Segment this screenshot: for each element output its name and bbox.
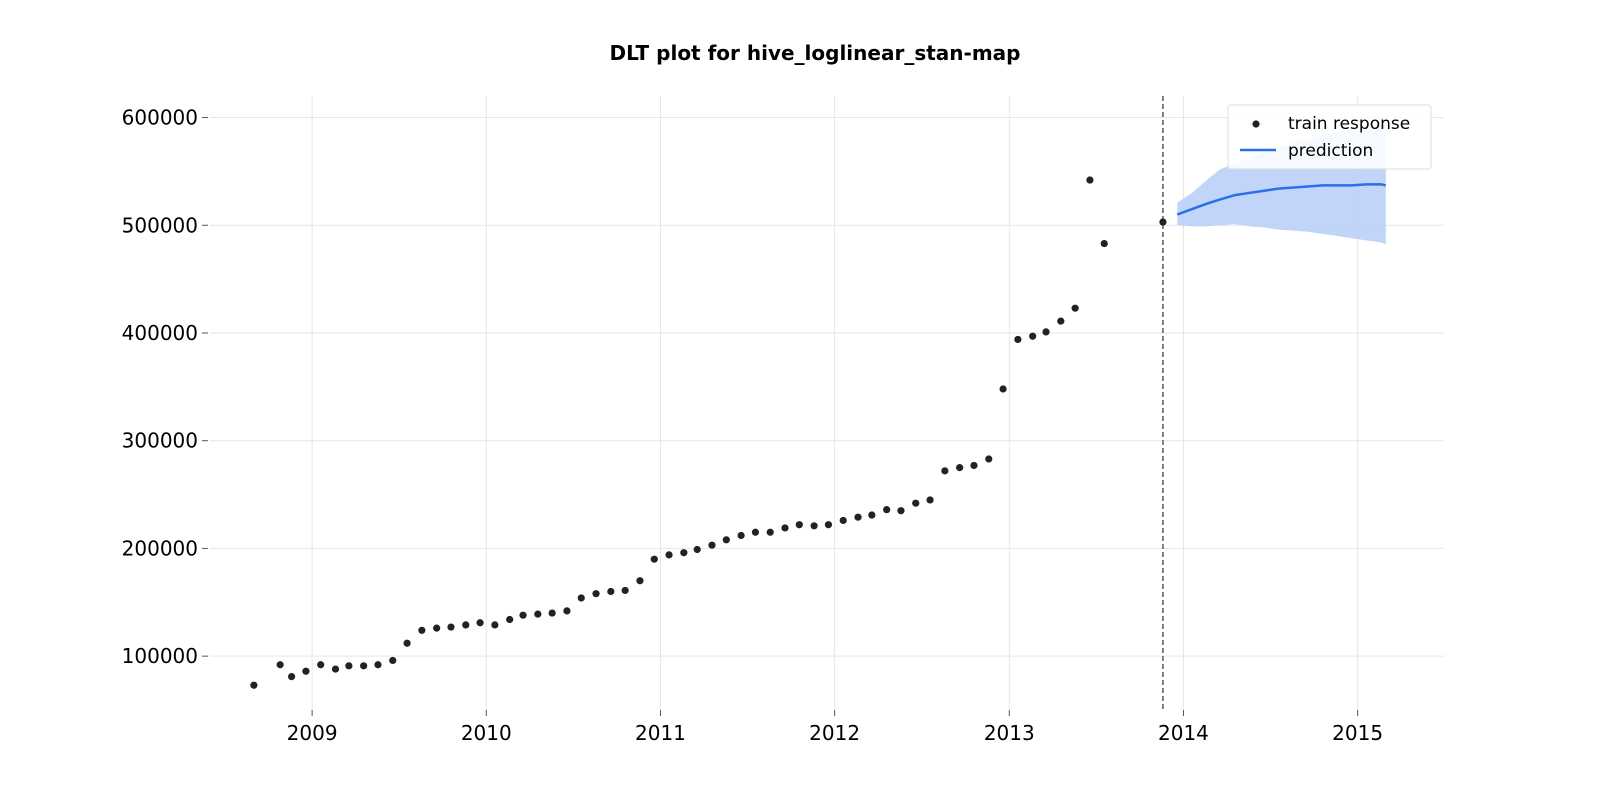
train-point [462,621,470,629]
train-point [433,624,441,632]
train-point [693,545,701,554]
train-point [926,496,934,504]
train-point [722,536,730,544]
train-point [331,665,340,673]
legend: train response prediction [1227,104,1432,170]
train-point [1159,218,1167,226]
train-point [766,528,774,536]
train-point [563,607,571,615]
x-tick-label: 2012 [809,721,860,745]
x-axis: 2009 2010 2011 2012 2013 2014 2015 [287,710,1383,745]
train-point [447,623,455,631]
y-tick-label: 600000 [122,106,198,130]
train-point [519,611,527,619]
train-point [708,541,716,549]
train-point [636,577,644,585]
train-point [897,507,905,515]
train-point [810,522,818,530]
prediction-series [1176,183,1387,216]
x-tick-label: 2011 [635,721,686,745]
train-point [287,673,296,681]
train-point [956,464,964,472]
train-point [302,667,310,675]
train-point [680,549,688,557]
train-point [534,610,542,618]
train-point [1057,317,1065,325]
train-point [985,455,993,463]
x-tick-label: 2014 [1158,721,1209,745]
train-point [839,516,847,525]
train-point [854,513,862,521]
train-point [317,661,325,669]
y-tick-label: 100000 [122,644,198,668]
train-point [781,524,789,532]
train-point [389,656,397,665]
x-tick-label: 2009 [287,721,338,745]
train-point [737,531,745,540]
train-point [1014,335,1022,344]
train-point [491,621,499,629]
train-point [276,661,284,669]
train-point [592,590,600,598]
train-point [360,662,368,670]
x-tick-label: 2010 [461,721,512,745]
train-point [506,615,514,624]
y-tick-label: 400000 [122,321,198,345]
train-point [1029,332,1037,340]
train-point [374,661,382,669]
train-point [476,619,484,627]
train-point [650,555,658,563]
legend-train-label: train response [1288,114,1410,134]
prediction-line [1176,183,1387,216]
train-point [607,587,615,596]
train-point [548,609,556,617]
y-tick-label: 200000 [122,536,198,560]
train-point [621,586,629,595]
x-tick-label: 2015 [1332,721,1383,745]
legend-prediction-label: prediction [1288,141,1373,161]
train-point [250,681,258,689]
train-point [824,521,833,529]
train-point [999,385,1007,393]
train-point [868,511,876,519]
train-point [795,521,803,529]
train-point [577,594,585,602]
train-point [1100,239,1108,248]
train-point [1086,176,1094,184]
train-point [418,626,426,634]
chart-title: DLT plot for hive_loglinear_stan-map [610,41,1021,65]
train-point [751,528,760,536]
train-point [1071,304,1079,312]
train-point [665,551,673,559]
train-response-series [250,176,1167,689]
train-point [403,639,411,647]
legend-box [1227,104,1432,170]
y-tick-label: 300000 [122,429,198,453]
legend-train-marker [1252,120,1260,128]
y-tick-label: 500000 [122,213,198,237]
train-point [970,461,978,470]
train-point [912,499,920,507]
train-point [941,467,949,475]
train-point [883,506,891,514]
y-axis: 100000 200000 300000 400000 500000 600000 [122,106,208,668]
x-tick-label: 2013 [984,721,1035,745]
train-point [345,662,353,670]
train-point [1042,328,1050,336]
